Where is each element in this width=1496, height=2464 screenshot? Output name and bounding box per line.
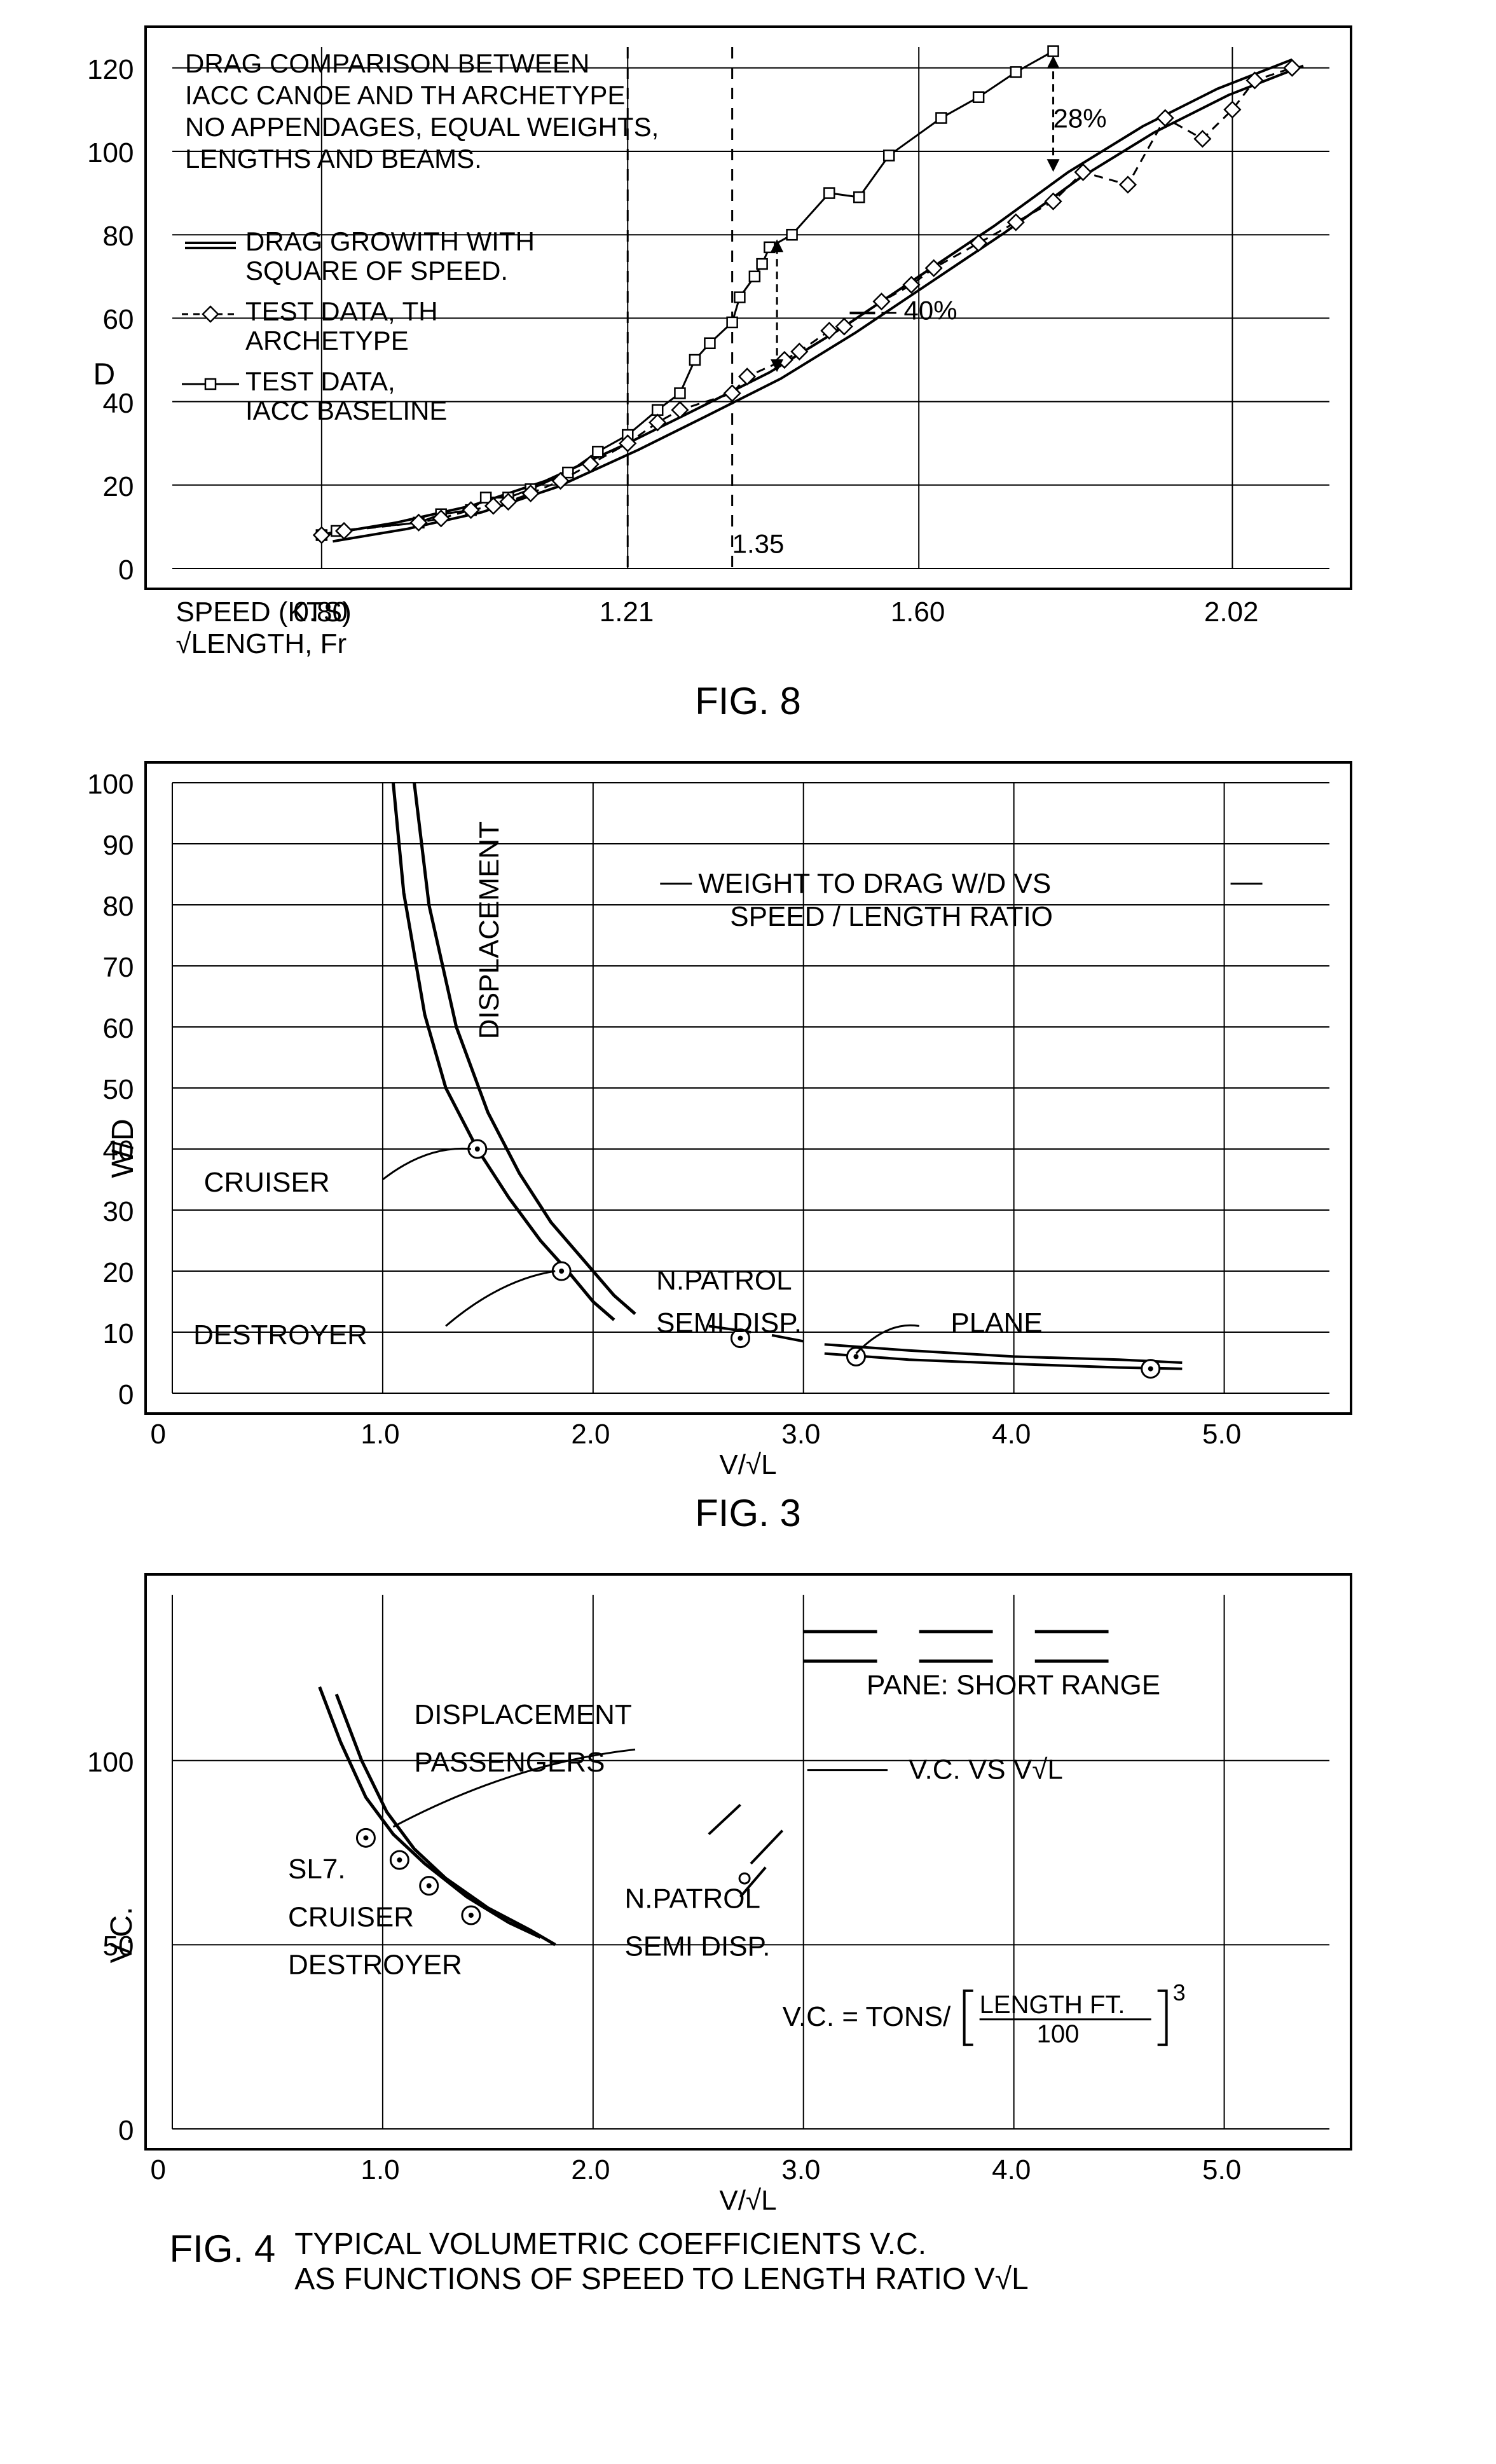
fig4-caption1: TYPICAL VOLUMETRIC COEFFICIENTS V.C. — [294, 2227, 1029, 2262]
svg-text:N.PATROL: N.PATROL — [656, 1265, 792, 1296]
svg-text:TEST DATA, TH: TEST DATA, TH — [245, 296, 438, 326]
svg-text:DRAG GROWITH WITH: DRAG GROWITH WITH — [245, 226, 535, 256]
svg-text:IACC CANOE AND TH ARCHETYPE: IACC CANOE AND TH ARCHETYPE — [185, 80, 625, 110]
svg-text:SL7.: SL7. — [288, 1854, 346, 1885]
svg-text:DISPLACEMENT: DISPLACEMENT — [473, 822, 504, 1039]
fig3-xaxis-area: 01.02.03.04.05.0 V/√L — [144, 1415, 1352, 1485]
svg-text:LENGTH FT.: LENGTH FT. — [979, 1991, 1125, 2019]
fig8-xticks: 0.801.211.602.02 — [144, 596, 1352, 622]
fig8-ylabel: D — [93, 357, 116, 392]
fig8-xlabel2: √LENGTH, Fr — [176, 628, 347, 660]
fig8-svg: DRAG COMPARISON BETWEENIACC CANOE AND TH… — [147, 28, 1355, 588]
fig3-xticks: 01.02.03.04.05.0 — [144, 1419, 1352, 1444]
svg-text:SPEED / LENGTH RATIO: SPEED / LENGTH RATIO — [730, 901, 1053, 932]
svg-text:NO APPENDAGES, EQUAL WEIGHTS,: NO APPENDAGES, EQUAL WEIGHTS, — [185, 112, 659, 142]
fig4-xaxis-area: 01.02.03.04.05.0 V/√L — [144, 2151, 1352, 2220]
fig4-caption-row: FIG. 4 TYPICAL VOLUMETRIC COEFFICIENTS V… — [144, 2227, 1352, 2297]
fig8-container: D DRAG COMPARISON BETWEENIACC CANOE AND … — [144, 25, 1352, 723]
svg-text:SQUARE OF SPEED.: SQUARE OF SPEED. — [245, 256, 508, 286]
svg-text:DISPLACEMENT: DISPLACEMENT — [414, 1699, 631, 1730]
svg-text:CRUISER: CRUISER — [203, 1167, 329, 1198]
fig4-title: FIG. 4 — [144, 2227, 276, 2271]
svg-text:PASSENGERS: PASSENGERS — [414, 1747, 605, 1778]
svg-text:LENGTHS AND BEAMS.: LENGTHS AND BEAMS. — [185, 144, 482, 174]
fig4-svg: PANE: SHORT RANGE V.C. VS V√L V.C. = TONS/… — [147, 1576, 1355, 2148]
svg-text:28%: 28% — [1053, 104, 1106, 134]
fig4-caption-block: TYPICAL VOLUMETRIC COEFFICIENTS V.C. AS … — [294, 2227, 1029, 2297]
fig4-caption2: AS FUNCTIONS OF SPEED TO LENGTH RATIO V√… — [294, 2262, 1029, 2297]
svg-text:DESTROYER: DESTROYER — [193, 1319, 367, 1351]
svg-text:PANE: SHORT RANGE: PANE: SHORT RANGE — [867, 1669, 1160, 1700]
svg-text:IACC BASELINE: IACC BASELINE — [245, 396, 447, 425]
svg-text:1.35: 1.35 — [732, 529, 784, 559]
svg-text:TEST DATA,: TEST DATA, — [245, 366, 395, 396]
svg-text:WEIGHT TO DRAG W/D VS: WEIGHT TO DRAG W/D VS — [698, 868, 1051, 899]
svg-text:CRUISER: CRUISER — [288, 1901, 414, 1932]
svg-text:SEMI DISP.: SEMI DISP. — [656, 1307, 802, 1339]
fig8-chart: DRAG COMPARISON BETWEENIACC CANOE AND TH… — [144, 25, 1352, 590]
svg-text:DESTROYER: DESTROYER — [288, 1950, 462, 1981]
fig4-xlabel: V/√L — [719, 2185, 776, 2217]
fig4-xticks: 01.02.03.04.05.0 — [144, 2154, 1352, 2180]
fig8-title: FIG. 8 — [144, 679, 1352, 723]
fig3-chart: WEIGHT TO DRAG W/D VSSPEED / LENGTH RATI… — [144, 761, 1352, 1415]
fig4-container: V.C. PANE: SHORT RANGEV.C. VS V√LV.C. = … — [144, 1573, 1352, 2297]
fig8-xaxis-area: SPEED (KTS) √LENGTH, Fr 0.801.211.602.02 — [144, 590, 1352, 673]
svg-text:DRAG COMPARISON BETWEEN: DRAG COMPARISON BETWEEN — [185, 48, 589, 78]
svg-text:ARCHETYPE: ARCHETYPE — [245, 326, 409, 355]
svg-text:V.C. = TONS/: V.C. = TONS/ — [782, 2001, 950, 2032]
svg-text:– 40%: – 40% — [881, 295, 957, 325]
fig3-svg: WEIGHT TO DRAG W/D VSSPEED / LENGTH RATI… — [147, 764, 1355, 1412]
svg-text:N.PATROL: N.PATROL — [624, 1883, 760, 1914]
fig3-xlabel: V/√L — [719, 1449, 776, 1481]
svg-text:PLANE: PLANE — [950, 1307, 1042, 1339]
fig3-container: W/D WEIGHT TO DRAG W/D VSSPEED / LENGTH … — [144, 761, 1352, 1535]
svg-text:3: 3 — [1172, 1979, 1185, 2006]
svg-text:V.C. VS V√L: V.C. VS V√L — [909, 1754, 1063, 1786]
svg-text:SEMI DISP.: SEMI DISP. — [624, 1931, 770, 1962]
fig3-title: FIG. 3 — [144, 1491, 1352, 1535]
fig4-chart: PANE: SHORT RANGE V.C. VS V√L V.C. = TONS/… — [144, 1573, 1352, 2151]
svg-text:100: 100 — [1036, 2020, 1079, 2048]
